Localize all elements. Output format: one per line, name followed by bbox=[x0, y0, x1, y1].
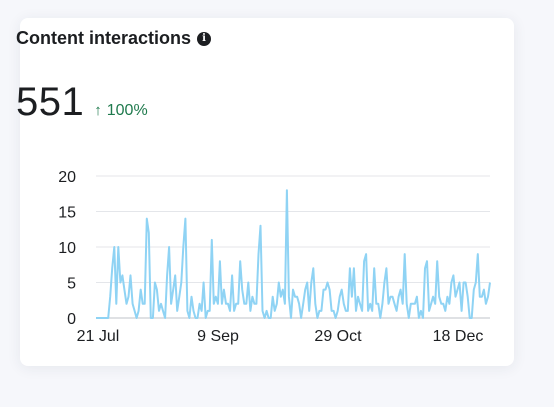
series-line-0 bbox=[96, 189, 491, 319]
y-tick-label: 15 bbox=[58, 205, 76, 222]
card-title: Content interactions bbox=[16, 28, 192, 48]
y-tick-label: 0 bbox=[67, 311, 76, 328]
x-tick-label: 29 Oct bbox=[314, 328, 362, 345]
info-icon[interactable]: i bbox=[197, 31, 212, 46]
y-tick-label: 20 bbox=[58, 169, 76, 186]
metric-row: 551 ↑ 100% bbox=[16, 80, 148, 125]
x-tick-label: 18 Dec bbox=[433, 328, 484, 345]
metric-value: 551 bbox=[16, 80, 85, 124]
arrow-up-icon: ↑ bbox=[94, 102, 102, 119]
x-tick-label: 21 Jul bbox=[77, 328, 120, 345]
y-tick-label: 10 bbox=[58, 240, 76, 257]
content-interactions-card bbox=[20, 18, 514, 366]
metric-change: ↑ 100% bbox=[94, 102, 147, 120]
x-tick-label: 9 Sep bbox=[197, 328, 239, 345]
metric-change-label: 100% bbox=[106, 101, 148, 119]
y-tick-label: 5 bbox=[67, 276, 76, 293]
card-header: Content interactions i bbox=[16, 28, 212, 49]
